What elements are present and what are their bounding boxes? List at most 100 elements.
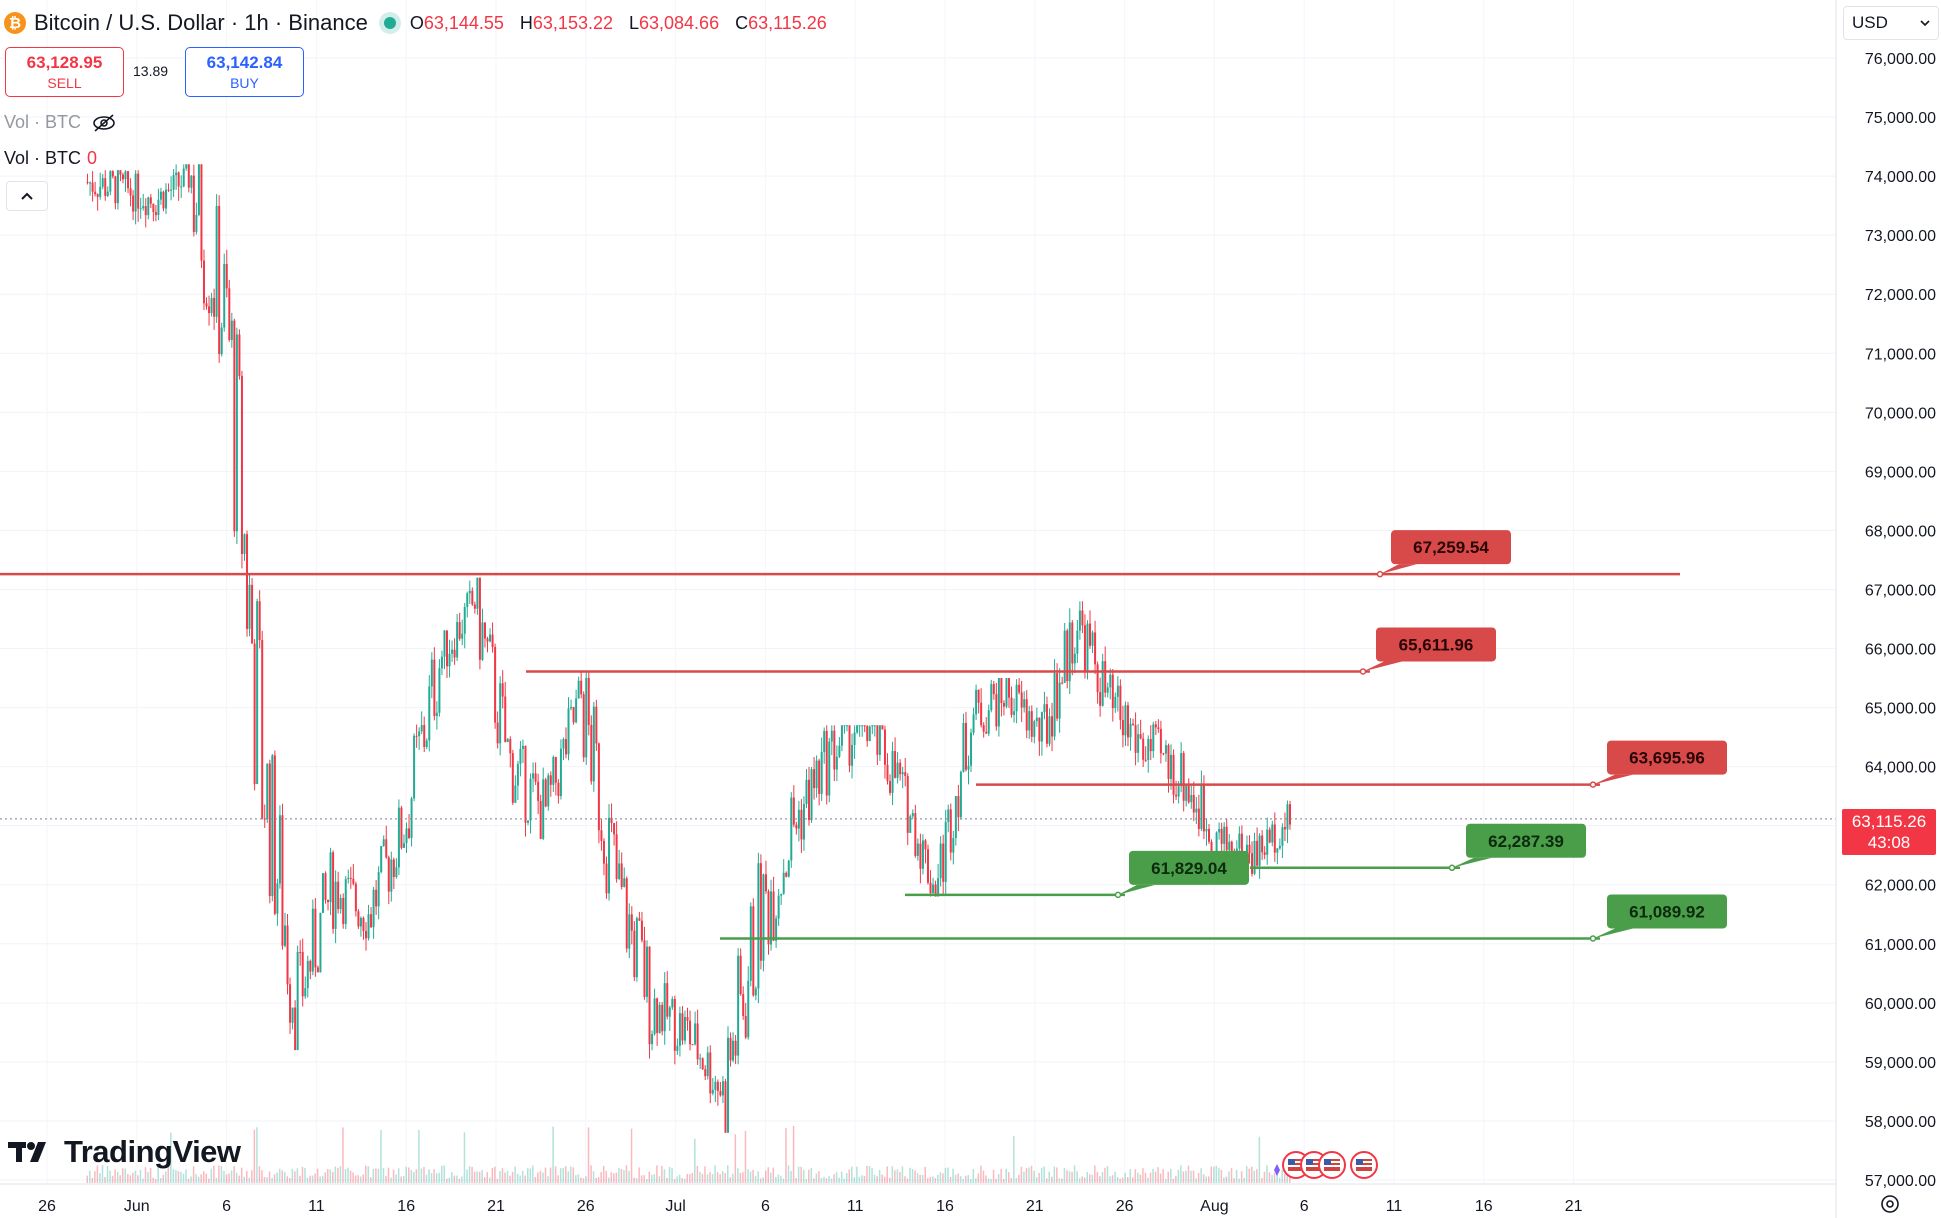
level-anchor-point[interactable] xyxy=(1589,781,1597,788)
candle-body xyxy=(1248,844,1251,854)
volume-bar xyxy=(1104,1167,1106,1183)
candle-body xyxy=(446,630,449,667)
volume-bar xyxy=(1225,1176,1228,1183)
candle-body xyxy=(1182,753,1185,801)
volume-bar xyxy=(443,1165,445,1183)
level-label-box[interactable] xyxy=(1376,627,1496,662)
candle-body xyxy=(332,852,335,929)
candle-body xyxy=(759,863,762,961)
candle-body xyxy=(833,730,836,770)
candle-body xyxy=(542,779,545,839)
volume-bar xyxy=(1033,1170,1035,1183)
volume-bar xyxy=(134,1170,137,1183)
level-anchor-point[interactable] xyxy=(1376,570,1384,578)
volume-bar xyxy=(1187,1165,1190,1183)
price-tick-label: 76,000.00 xyxy=(1865,51,1936,68)
volume-bar xyxy=(1192,1170,1195,1183)
volume-bar xyxy=(1013,1136,1015,1183)
candle-body xyxy=(754,988,757,996)
volume-bar xyxy=(1139,1174,1142,1183)
price-tick-label: 61,000.00 xyxy=(1865,937,1936,954)
candle-body xyxy=(392,859,395,877)
level-label-box[interactable] xyxy=(1607,894,1727,929)
level-anchor-point[interactable] xyxy=(1448,864,1456,872)
candle-body xyxy=(1228,841,1231,851)
volume-bar xyxy=(1129,1169,1132,1183)
volume-bar xyxy=(1000,1168,1002,1183)
candle-body xyxy=(661,1004,664,1032)
candle-body xyxy=(732,1040,735,1061)
level-anchor-point[interactable] xyxy=(1359,668,1367,675)
volume-bar xyxy=(886,1166,888,1183)
eye-off-icon[interactable] xyxy=(91,113,117,133)
candle-body xyxy=(1251,853,1254,874)
volume-bar xyxy=(602,1165,605,1183)
last-price-badge: 63,115.26 43:08 xyxy=(1842,809,1936,855)
volume-bar xyxy=(1278,1177,1281,1183)
volume-bar xyxy=(233,1166,235,1183)
candle-body xyxy=(225,264,228,289)
candle-body xyxy=(982,725,985,732)
level-label-box[interactable] xyxy=(1391,530,1511,565)
price-tick-label: 60,000.00 xyxy=(1865,996,1936,1013)
volume-bar xyxy=(1245,1165,1248,1183)
volume-bar xyxy=(370,1177,372,1183)
candle-body xyxy=(1144,759,1147,761)
volume-bar xyxy=(473,1171,476,1183)
candle-body xyxy=(615,834,618,879)
volume-bar xyxy=(453,1175,456,1183)
candle-body xyxy=(656,998,659,1033)
sell-button[interactable]: 63,128.95 SELL xyxy=(5,47,124,97)
settings-icon[interactable] xyxy=(1878,1192,1902,1216)
candle-body xyxy=(208,306,211,314)
us-flag-icon[interactable] xyxy=(1350,1151,1378,1179)
tradingview-logo[interactable]: TradingView xyxy=(8,1134,241,1170)
candle-body xyxy=(268,763,271,897)
candle-body xyxy=(281,815,284,946)
economic-events[interactable] xyxy=(1268,1148,1383,1182)
buy-button[interactable]: 63,142.84 BUY xyxy=(185,47,304,97)
candle-body xyxy=(600,830,603,841)
level-label-box[interactable] xyxy=(1466,823,1586,858)
volume-bar xyxy=(666,1177,668,1183)
volume-bar xyxy=(992,1169,995,1183)
candle-body xyxy=(509,739,512,754)
volume-bar xyxy=(1154,1171,1157,1183)
collapse-legend-button[interactable] xyxy=(6,181,48,211)
level-label-box[interactable] xyxy=(1607,740,1727,775)
volume-bar xyxy=(1015,1178,1018,1183)
level-label-box[interactable] xyxy=(1129,850,1249,885)
candle-body xyxy=(481,622,484,660)
volume-bar xyxy=(823,1176,825,1183)
candle-body xyxy=(878,725,881,755)
volume-bar xyxy=(225,1174,228,1183)
currency-select[interactable]: USD xyxy=(1843,6,1939,40)
volume-bar xyxy=(430,1173,433,1183)
volume-bar xyxy=(1175,1175,1177,1183)
candle-body xyxy=(911,813,914,817)
candle-body xyxy=(947,809,950,822)
candle-body xyxy=(1048,716,1051,744)
symbol-title[interactable]: Bitcoin / U.S. Dollar · 1h · Binance xyxy=(34,10,368,35)
symbol-legend[interactable]: ₿ Bitcoin / U.S. Dollar · 1h · Binance O… xyxy=(4,8,835,38)
level-anchor-point[interactable] xyxy=(1589,935,1597,942)
level-anchor-point[interactable] xyxy=(1114,891,1122,899)
volume-bar xyxy=(683,1178,686,1183)
hidden-volume-indicator[interactable]: Vol · BTC xyxy=(4,112,117,133)
candle-body xyxy=(1028,711,1031,731)
us-flag-icon[interactable] xyxy=(1318,1151,1346,1179)
candle-body xyxy=(1051,716,1054,737)
candle-body xyxy=(668,1007,671,1017)
candle-body xyxy=(144,206,147,216)
candle-body xyxy=(714,1081,717,1090)
volume-indicator[interactable]: Vol · BTC 0 xyxy=(4,148,97,169)
volume-bar xyxy=(266,1177,268,1183)
candle-body xyxy=(228,288,231,340)
volume-bar xyxy=(476,1171,478,1183)
candle-body xyxy=(1240,833,1243,864)
volume-bar xyxy=(630,1128,633,1183)
price-tick-label: 59,000.00 xyxy=(1865,1055,1936,1072)
candle-body xyxy=(1170,754,1173,779)
candle-body xyxy=(187,164,190,188)
